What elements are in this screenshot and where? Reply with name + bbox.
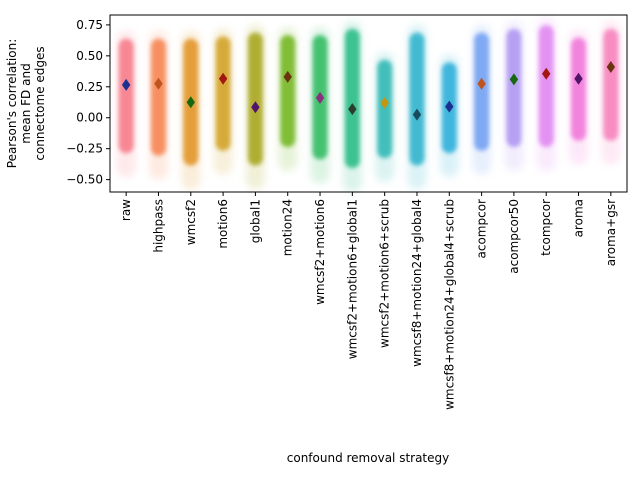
y-axis: −0.50 −0.25 0.00 0.25 0.50 0.75 (66, 18, 110, 187)
x-tick-label: highpass (151, 199, 165, 253)
strip-core (538, 25, 554, 148)
median-marker-aroma (574, 72, 583, 85)
y-tick-label: −0.25 (66, 142, 103, 156)
strip-core (571, 37, 587, 141)
strip-layer (116, 17, 621, 193)
y-tick-label: −0.50 (66, 173, 103, 187)
strip-core (150, 38, 166, 156)
median-marker-acompcor (477, 77, 486, 90)
median-marker-wmcsf2+motion6+scrub (380, 96, 389, 109)
x-tick-label: acompcor50 (507, 199, 521, 274)
x-tick-label: raw (119, 199, 133, 221)
median-marker-global1 (251, 101, 260, 114)
strip-acompcor50 (504, 20, 524, 172)
median-marker-wmcsf2+motion6+global1 (348, 103, 357, 116)
x-axis-label: confound removal strategy (287, 451, 450, 465)
strip-core (409, 32, 425, 166)
x-tick-label: wmcsf8+motion24+global4 (410, 199, 424, 367)
strip-raw (116, 30, 136, 178)
strip-wmcsf8+motion24+global4+scrub (439, 54, 459, 178)
y-tick-label: 0.75 (76, 18, 103, 32)
strip-wmcsf2+motion6 (310, 27, 330, 184)
y-axis-label-line: connectome edges (33, 46, 47, 160)
strip-core (344, 28, 360, 169)
x-tick-label: wmcsf2 (184, 199, 198, 245)
x-tick-label: wmcsf2+motion6+global1 (345, 199, 359, 359)
median-marker-wmcsf8+motion24+global4 (412, 108, 422, 121)
strip-core (474, 32, 490, 151)
strip-aroma (569, 29, 589, 165)
y-tick-label: 0.50 (76, 49, 103, 63)
median-marker-highpass (154, 77, 163, 90)
x-axis: raw highpass wmcsf2 motion6 global1 motion24 w… (119, 192, 618, 410)
median-marker-wmcsf2 (186, 96, 195, 109)
strip-core (603, 28, 619, 141)
strip-acompcor (472, 24, 492, 175)
median-marker-wmcsf8+motion24+global4+scrub (445, 100, 454, 113)
strip-core (118, 38, 134, 154)
plot-frame (109, 14, 628, 193)
strip-wmcsf2+motion6+scrub (375, 51, 395, 183)
median-marker-wmcsf2+motion6 (315, 91, 325, 104)
strip-core (247, 32, 263, 166)
x-tick-label: motion6 (216, 199, 230, 249)
x-tick-label: wmcsf8+motion24+global4+scrub (442, 199, 456, 410)
x-tick-label: aroma+gsr (604, 199, 618, 266)
strip-core (377, 59, 393, 159)
y-axis-label-line: Pearson's correlation: (5, 39, 19, 168)
strip-wmcsf8+motion24+global4 (407, 24, 427, 190)
y-axis-label-line: mean FD and (19, 63, 33, 143)
x-tick-label: tcompcor (539, 199, 553, 256)
median-marker-tcompcor (542, 67, 551, 80)
median-marker-raw (121, 78, 131, 91)
median-marker-acompcor50 (509, 73, 519, 86)
strip-motion6 (213, 28, 233, 175)
strip-aroma+gsr (601, 20, 621, 165)
x-tick-label: wmcsf2+motion6+scrub (378, 199, 392, 348)
strip-tcompcor (536, 17, 556, 172)
y-tick-label: 0.25 (76, 80, 103, 94)
x-tick-label: acompcor (475, 199, 489, 259)
y-tick-label: 0.00 (76, 111, 103, 125)
strip-core (215, 36, 231, 151)
strip-wmcsf2 (181, 30, 201, 190)
median-marker-motion24 (283, 70, 292, 83)
x-tick-label: global1 (248, 199, 262, 243)
median-marker-layer (121, 60, 616, 121)
strip-highpass (148, 30, 168, 180)
strip-core (506, 28, 522, 148)
strip-motion24 (278, 27, 298, 172)
y-axis-label: Pearson's correlation:mean FD andconnect… (5, 39, 47, 168)
x-tick-label: wmcsf2+motion6 (313, 199, 327, 305)
strip-core (280, 35, 296, 148)
median-marker-aroma+gsr (606, 60, 616, 73)
x-tick-label: motion24 (281, 199, 295, 256)
x-tick-label: aroma (572, 199, 586, 237)
median-marker-motion6 (218, 72, 228, 85)
